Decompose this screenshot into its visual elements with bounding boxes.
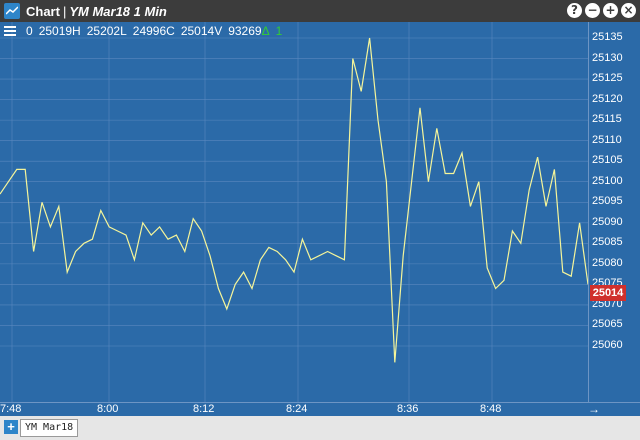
tab-bar — [0, 416, 640, 440]
y-tick-label: 25065 — [592, 318, 623, 331]
window-title: Chart | YM Mar18 1 Min — [26, 4, 167, 19]
change-value: 1 — [275, 24, 283, 38]
y-tick-label: 25085 — [592, 236, 623, 249]
open-value: 0 — [26, 24, 33, 38]
y-tick-label: 25060 — [592, 339, 623, 351]
other-number: 93269 — [228, 24, 262, 38]
menu-icon[interactable] — [4, 26, 16, 36]
close-icon[interactable]: × — [621, 3, 636, 18]
tab-ym-mar18[interactable]: YM Mar18 — [20, 419, 79, 437]
other-value: 93269Δ — [228, 24, 269, 38]
y-tick-label: 25080 — [592, 256, 623, 269]
add-tab-button[interactable]: + — [4, 420, 18, 434]
title-app: Chart — [26, 3, 60, 19]
y-tick-label: 25110 — [592, 133, 622, 146]
close-value: 24996C — [132, 24, 175, 38]
x-tick-label: 7:48 — [0, 403, 22, 415]
minimize-icon[interactable]: − — [585, 3, 600, 18]
title-separator: | — [62, 3, 67, 19]
y-tick-label: 25120 — [592, 92, 623, 105]
x-tick-label: 8:00 — [97, 403, 119, 415]
x-tick-label: 8:12 — [193, 403, 215, 415]
low-value: 25202L — [86, 24, 127, 38]
volume-value: 25014V — [180, 24, 223, 38]
y-tick-label: 25095 — [592, 195, 623, 208]
arrow-right-icon[interactable]: → — [588, 402, 600, 416]
x-tick-label: 8:48 — [480, 403, 502, 415]
plot-area[interactable] — [0, 22, 588, 402]
current-price-tag: 25014 — [590, 285, 626, 302]
y-tick-label: 25130 — [592, 51, 623, 64]
y-tick-label: 25100 — [592, 174, 623, 187]
title-bar[interactable]: Chart | YM Mar18 1 Min ? − + × — [0, 0, 640, 22]
maximize-icon[interactable]: + — [603, 3, 618, 18]
x-tick-label: 8:36 — [397, 403, 419, 415]
high-value: 25019H — [38, 24, 81, 38]
grid-lines — [0, 22, 588, 402]
x-tick-label: 8:24 — [286, 403, 308, 415]
price-line — [0, 37, 588, 363]
y-tick-label: 25105 — [592, 154, 623, 167]
y-tick-label: 25115 — [592, 113, 622, 126]
y-tick-label: 25125 — [592, 72, 623, 85]
window-controls: ? − + × — [567, 3, 636, 18]
price-axis[interactable] — [588, 22, 640, 402]
help-icon[interactable]: ? — [567, 3, 582, 18]
time-axis[interactable] — [0, 402, 640, 417]
change-icon: Δ — [261, 24, 270, 38]
title-symbol: YM Mar18 1 Min — [69, 3, 167, 19]
y-tick-label: 25090 — [592, 215, 623, 228]
price-chart — [0, 22, 588, 402]
ohlc-header: 0 25019H 25202L 24996C 25014V 93269Δ 1 — [4, 24, 282, 38]
y-tick-label: 25135 — [592, 31, 623, 43]
chart-app-icon — [4, 3, 20, 19]
